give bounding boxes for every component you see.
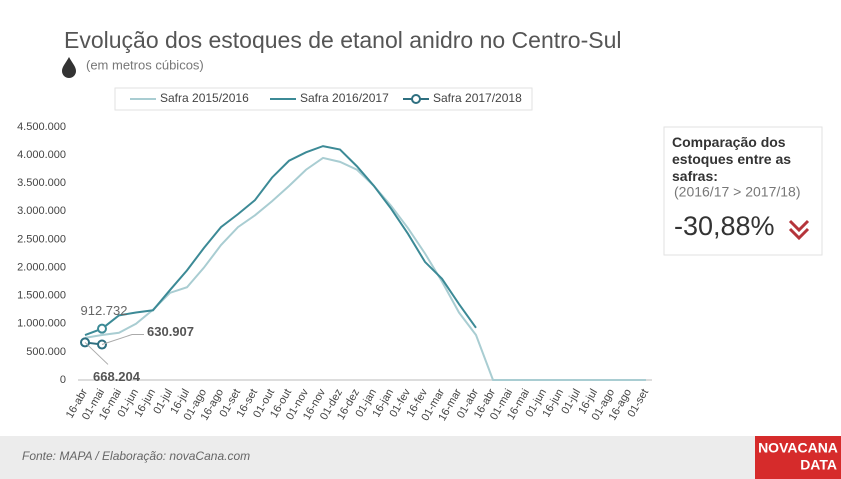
- y-tick-label: 0: [60, 374, 66, 386]
- panel-heading-box: Comparação dos estoques entre as safras:: [672, 134, 792, 184]
- series-line: [84, 156, 646, 381]
- legend-label: Safra 2017/2018: [433, 91, 522, 105]
- footer-band: [0, 436, 841, 479]
- logo-box: [755, 436, 841, 479]
- subtitle: (em metros cúbicos): [86, 57, 204, 72]
- y-tick-label: 1.000.000: [17, 318, 66, 330]
- y-tick-label: 2.000.000: [17, 261, 66, 273]
- y-tick-label: 3.000.000: [17, 205, 66, 217]
- leader-line: [84, 342, 109, 365]
- panel-heading: Comparação dos estoques entre as safras:: [672, 134, 792, 184]
- y-tick-label: 500.000: [26, 346, 66, 358]
- legend-label: Safra 2015/2016: [160, 91, 249, 105]
- logo-text: NOVACANA: [758, 440, 838, 456]
- data-label: 630.907: [147, 324, 194, 339]
- down-icon: [788, 219, 810, 241]
- legend-marker: [411, 94, 421, 104]
- source: Fonte: MAPA / Elaboração: novaCana.com: [22, 449, 250, 463]
- panel-note: (2016/17 > 2017/18): [674, 184, 801, 200]
- y-tick-label: 3.500.000: [17, 177, 66, 189]
- series-line: [84, 145, 477, 336]
- panel-value: -30,88%: [674, 211, 775, 241]
- data-label: 912.732: [81, 303, 128, 318]
- drop-icon: [62, 57, 76, 78]
- marker: [97, 323, 107, 334]
- y-tick-label: 2.500.000: [17, 233, 66, 245]
- data-label: 668.204: [93, 369, 141, 384]
- legend-label: Safra 2016/2017: [300, 91, 389, 105]
- leader-line: [101, 334, 144, 346]
- y-tick-label: 4.500.000: [17, 121, 66, 133]
- chart-title: Evolução dos estoques de etanol anidro n…: [64, 27, 621, 53]
- logo-text: DATA: [800, 457, 837, 473]
- legend-box: [114, 87, 533, 111]
- y-tick-label: 4.000.000: [17, 149, 66, 161]
- y-tick-label: 1.500.000: [17, 290, 66, 302]
